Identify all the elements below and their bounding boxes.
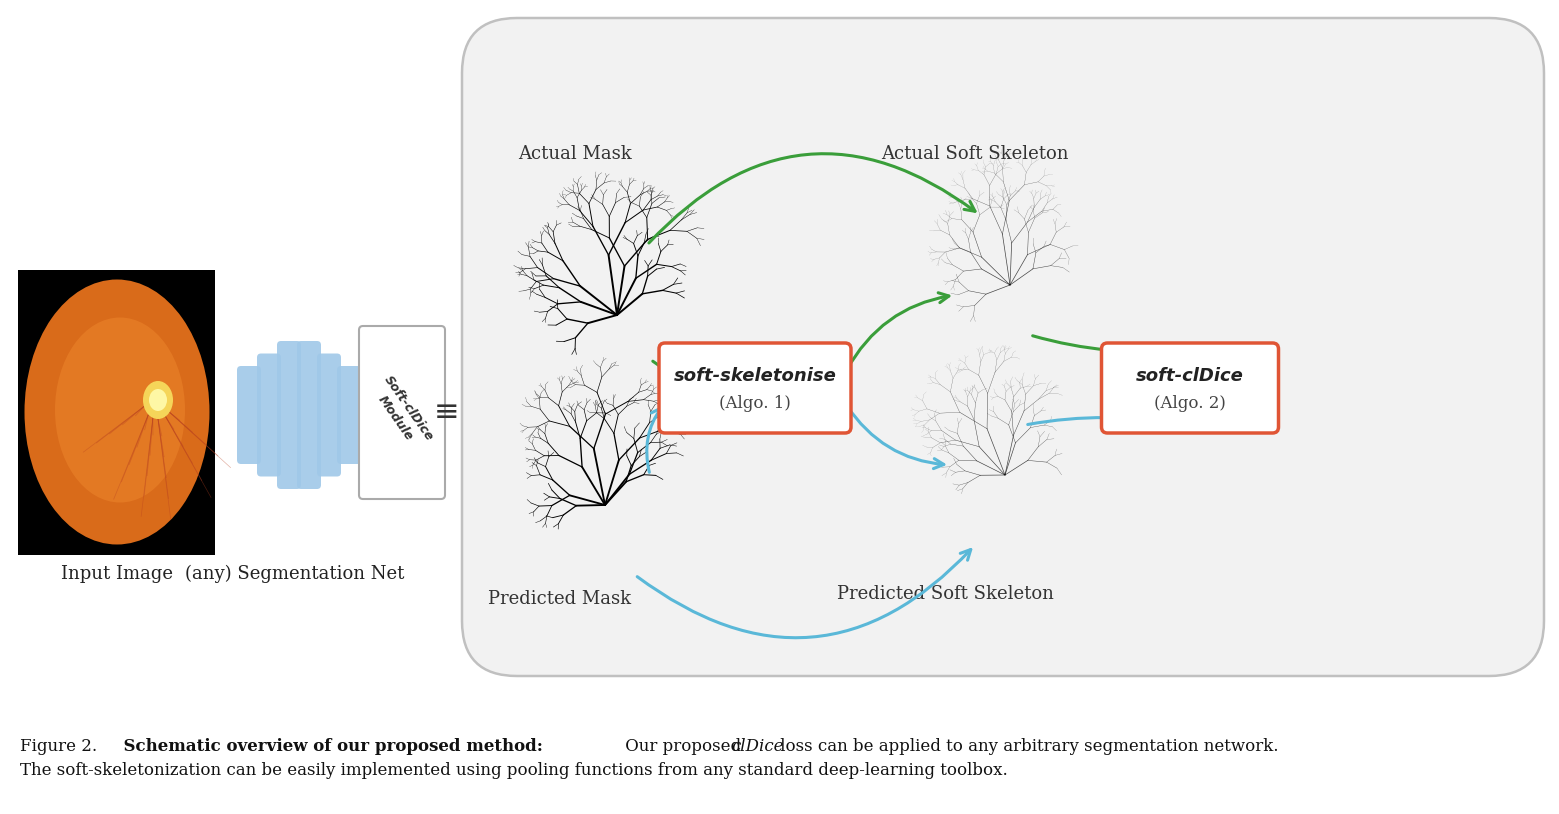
Text: The soft-skeletonization can be easily implemented using pooling functions from : The soft-skeletonization can be easily i…	[20, 762, 1007, 779]
FancyBboxPatch shape	[337, 366, 362, 464]
Text: Predicted Soft Skeleton: Predicted Soft Skeleton	[837, 585, 1054, 603]
Ellipse shape	[143, 381, 173, 419]
FancyBboxPatch shape	[461, 18, 1543, 676]
Text: soft-skeletonise: soft-skeletonise	[673, 367, 837, 385]
Text: Figure 2.: Figure 2.	[20, 738, 97, 755]
Ellipse shape	[25, 279, 209, 545]
Text: ≡: ≡	[435, 399, 460, 427]
Ellipse shape	[55, 317, 186, 502]
FancyBboxPatch shape	[237, 366, 260, 464]
FancyBboxPatch shape	[1102, 343, 1278, 433]
Text: (Algo. 1): (Algo. 1)	[719, 396, 790, 413]
FancyBboxPatch shape	[278, 341, 301, 489]
FancyBboxPatch shape	[257, 353, 281, 476]
FancyBboxPatch shape	[316, 353, 341, 476]
Text: Soft-clDice
Module: Soft-clDice Module	[368, 373, 437, 453]
Text: (any) Segmentation Net: (any) Segmentation Net	[186, 565, 405, 584]
Text: (Algo. 2): (Algo. 2)	[1154, 396, 1225, 413]
Text: Schematic overview of our proposed method:: Schematic overview of our proposed metho…	[112, 738, 543, 755]
FancyBboxPatch shape	[359, 326, 444, 499]
Text: Our proposed: Our proposed	[620, 738, 747, 755]
Text: soft-clDice: soft-clDice	[1137, 367, 1244, 385]
Text: Actual Soft Skeleton: Actual Soft Skeleton	[881, 145, 1069, 163]
Text: Actual Mask: Actual Mask	[518, 145, 631, 163]
Text: loss can be applied to any arbitrary segmentation network.: loss can be applied to any arbitrary seg…	[775, 738, 1278, 755]
FancyBboxPatch shape	[659, 343, 851, 433]
Text: Input Image: Input Image	[61, 565, 173, 583]
Text: Predicted Mask: Predicted Mask	[488, 590, 631, 608]
Bar	[19, 270, 215, 555]
Text: clDice: clDice	[731, 738, 784, 755]
Ellipse shape	[150, 389, 167, 411]
FancyBboxPatch shape	[298, 341, 321, 489]
